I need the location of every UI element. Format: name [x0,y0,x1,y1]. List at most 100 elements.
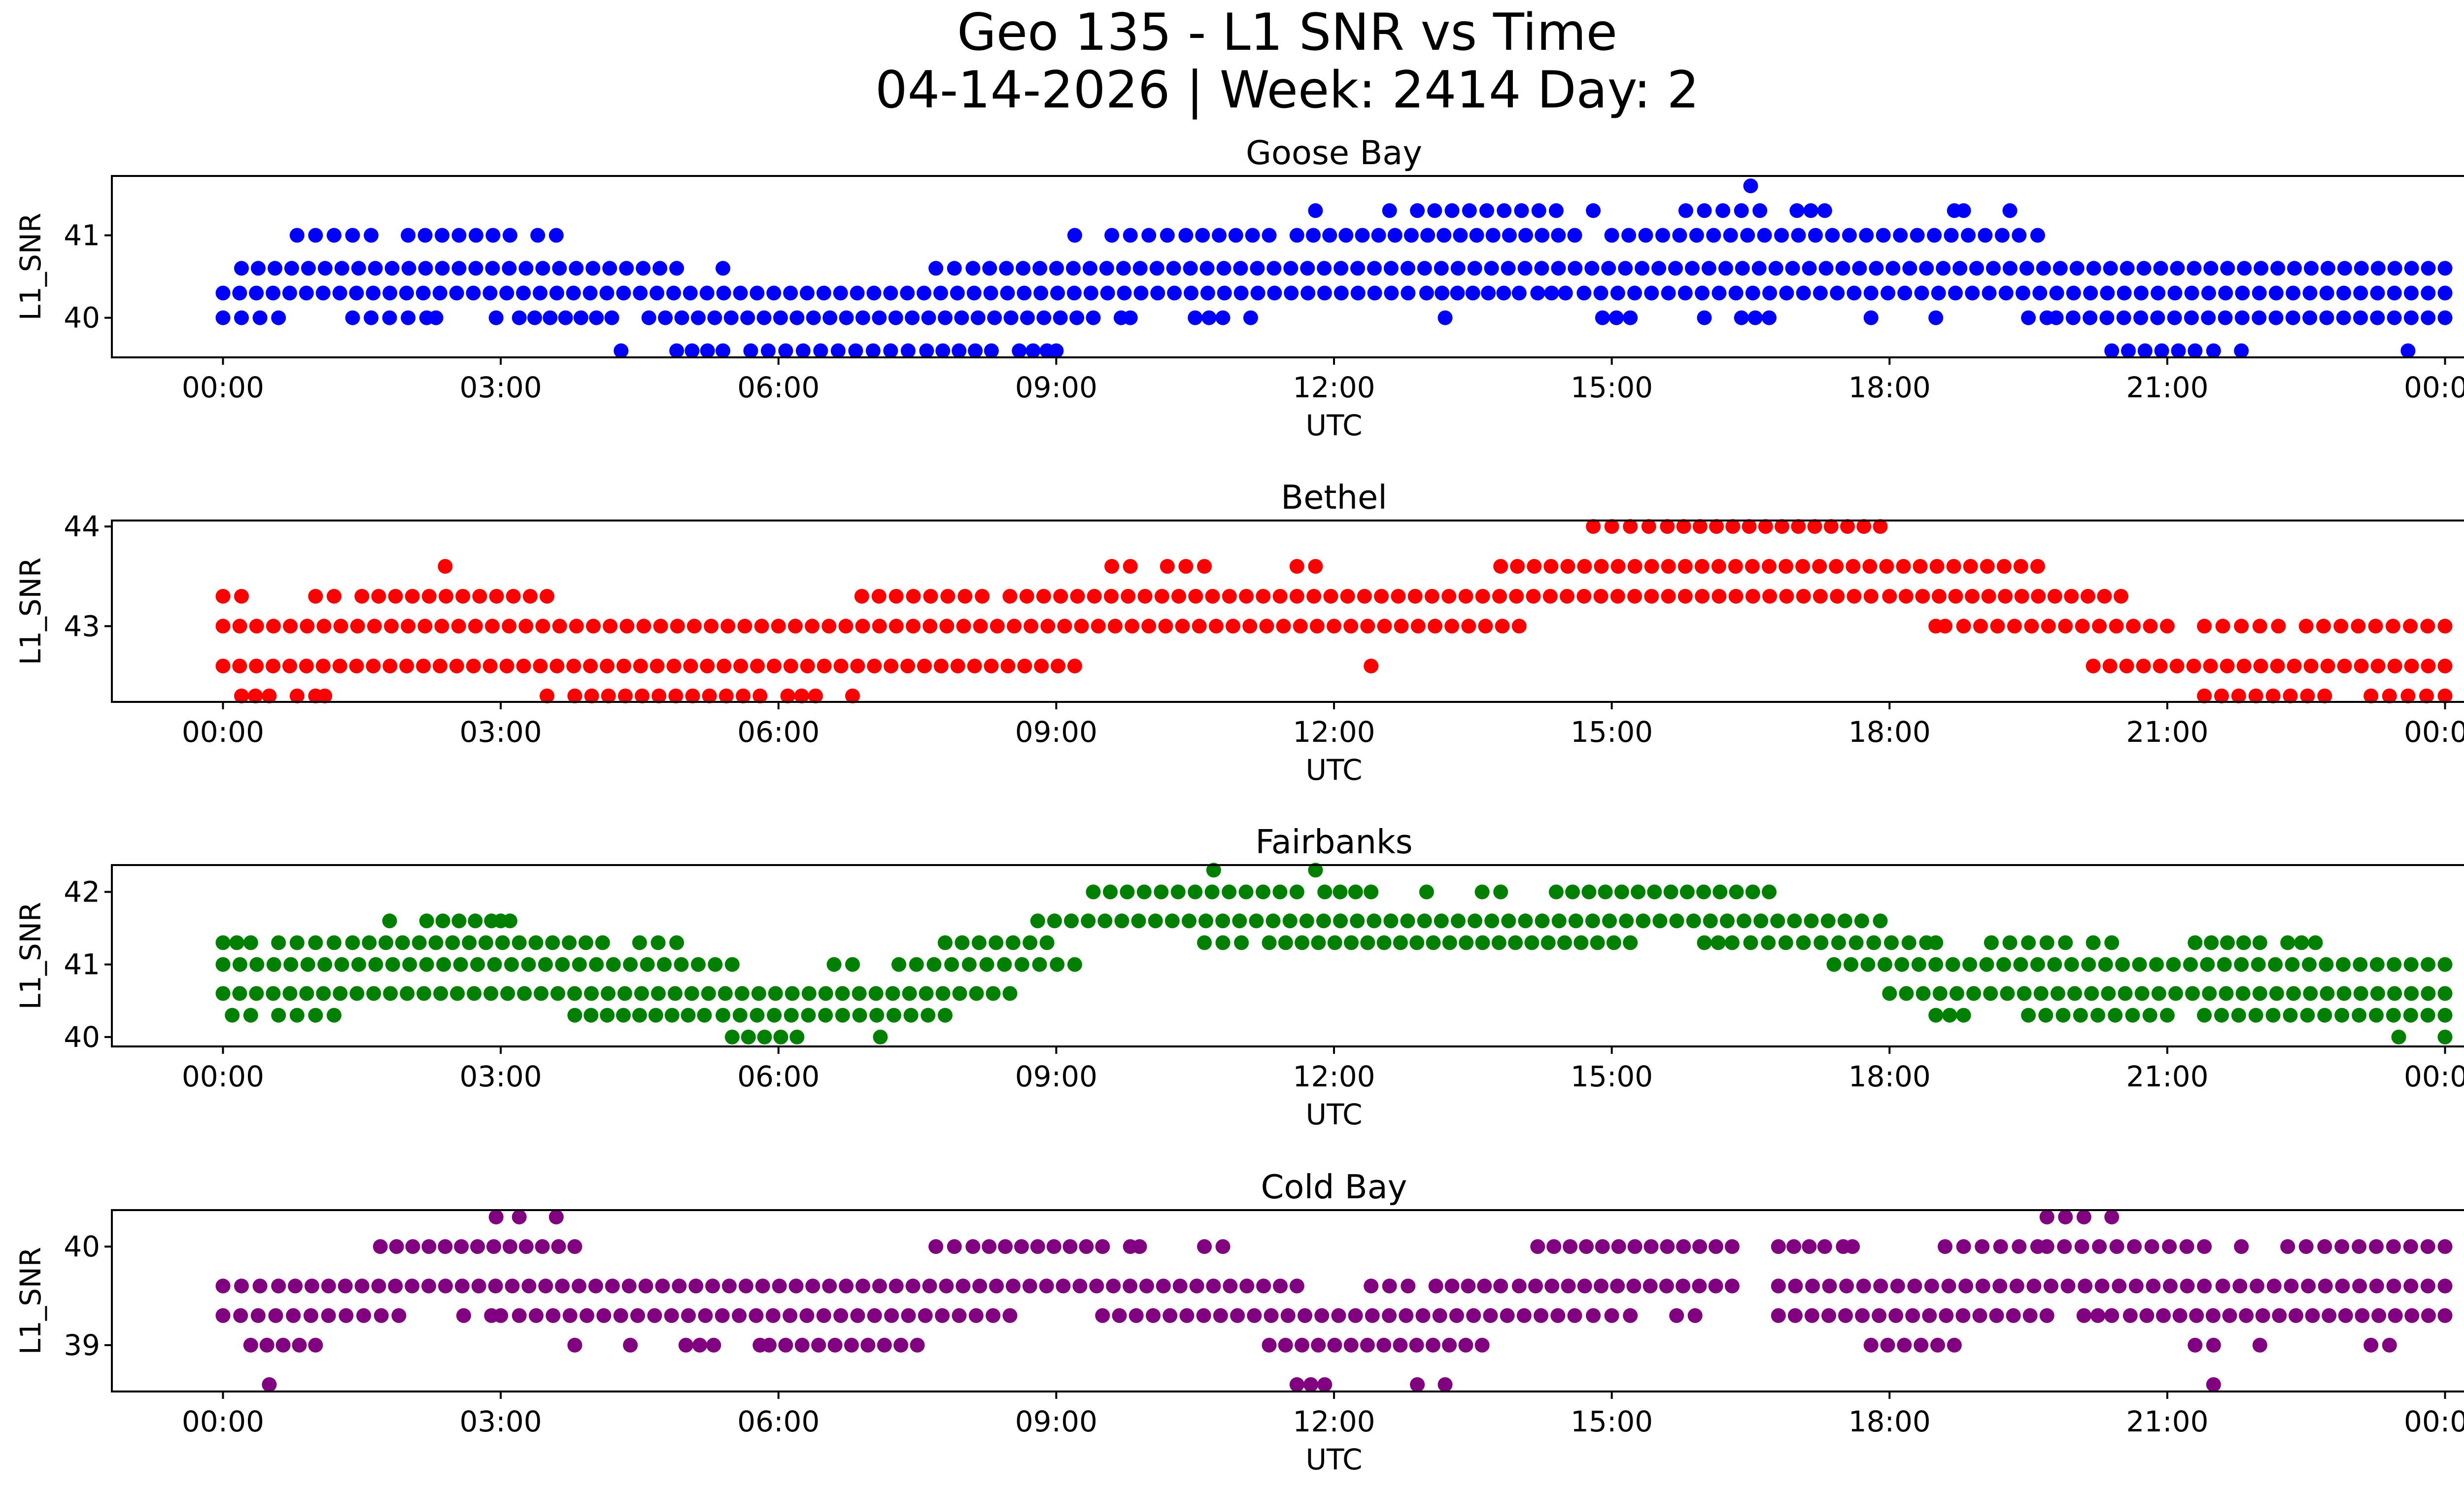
data-point [2066,285,2081,301]
data-point [399,285,414,301]
data-point [2197,619,2212,634]
data-point [266,986,281,1001]
data-point [2387,957,2402,972]
data-point [2235,986,2251,1001]
data-point [1437,1377,1453,1392]
data-point [1949,986,1964,1001]
data-point [418,261,433,276]
data-point [1568,261,1583,276]
y-tick-label: 41 [64,218,100,252]
data-point [1676,519,1691,534]
data-point [215,986,231,1001]
data-point [2419,688,2434,703]
data-point [838,619,854,634]
data-point [2185,986,2200,1001]
data-point [1350,261,1365,276]
data-point [743,343,758,358]
data-point [1998,285,2014,301]
data-point [2353,285,2368,301]
data-point [1947,1338,1962,1353]
data-point [391,1308,407,1323]
data-point [1775,519,1789,534]
data-point [538,957,553,972]
data-point [382,659,398,674]
data-point [1164,913,1180,929]
data-point [1992,1279,2008,1293]
data-point [454,1279,470,1293]
data-point [2403,1279,2419,1293]
data-point [724,957,740,972]
data-point [601,688,616,703]
data-point [2437,659,2453,674]
data-point [1593,285,1608,301]
data-point [634,986,649,1001]
data-point [356,1308,371,1323]
data-point [1884,935,1899,950]
data-point [1082,261,1097,276]
data-point [1881,285,1895,301]
data-point [1692,1279,1707,1293]
data-point [1734,310,1749,325]
data-point [2117,285,2132,301]
data-point [399,659,414,674]
data-point [283,957,299,972]
data-point [2162,1239,2177,1254]
data-point [1854,913,1869,929]
data-point [2404,285,2419,301]
data-point [867,659,882,674]
data-point [1636,913,1651,929]
x-axis-label: UTC [1306,753,1363,787]
data-point [2421,285,2436,301]
data-point [2180,1279,2195,1293]
data-point [1692,519,1708,534]
data-point [292,1338,307,1353]
data-point [215,589,231,604]
data-point [308,228,323,243]
data-point [1308,203,1323,218]
y-axis-label: L1_SNR [14,1247,47,1355]
data-point [1668,261,1683,276]
data-point [572,1279,586,1293]
data-point [636,261,651,276]
data-point [411,935,427,950]
data-point [262,688,277,703]
data-point [2031,589,2046,604]
data-point [364,310,379,325]
data-point [1812,559,1827,574]
data-point [1928,1008,1944,1023]
data-point [1322,228,1337,243]
data-point [2156,1308,2171,1323]
data-point [1894,957,1910,972]
data-point [2400,688,2416,703]
data-point [1661,559,1676,574]
data-point [2086,659,2101,674]
data-point [1805,1279,1820,1293]
data-point [468,619,483,634]
data-point [382,913,397,929]
data-point [2075,619,2090,634]
data-point [1804,1308,1819,1323]
data-point [1461,619,1476,634]
data-point [1095,1239,1110,1254]
data-point [926,957,942,972]
data-point [1928,957,1944,972]
data-point [582,285,598,301]
data-point [732,1008,748,1023]
data-point [1426,935,1441,950]
y-axis-label: L1_SNR [14,557,47,665]
data-point [1831,935,1846,950]
data-point [2024,619,2039,634]
data-point [935,1308,950,1323]
data-point [2022,1308,2038,1323]
data-point [546,1308,561,1323]
data-point [753,688,768,703]
data-point [1100,285,1115,301]
data-point [405,589,420,604]
x-tick-label: 09:00 [1015,715,1097,749]
data-point [757,1029,772,1044]
data-point [1089,1279,1104,1293]
data-point [417,228,433,243]
data-point [316,986,331,1001]
data-point [845,957,860,972]
data-point [371,589,386,604]
